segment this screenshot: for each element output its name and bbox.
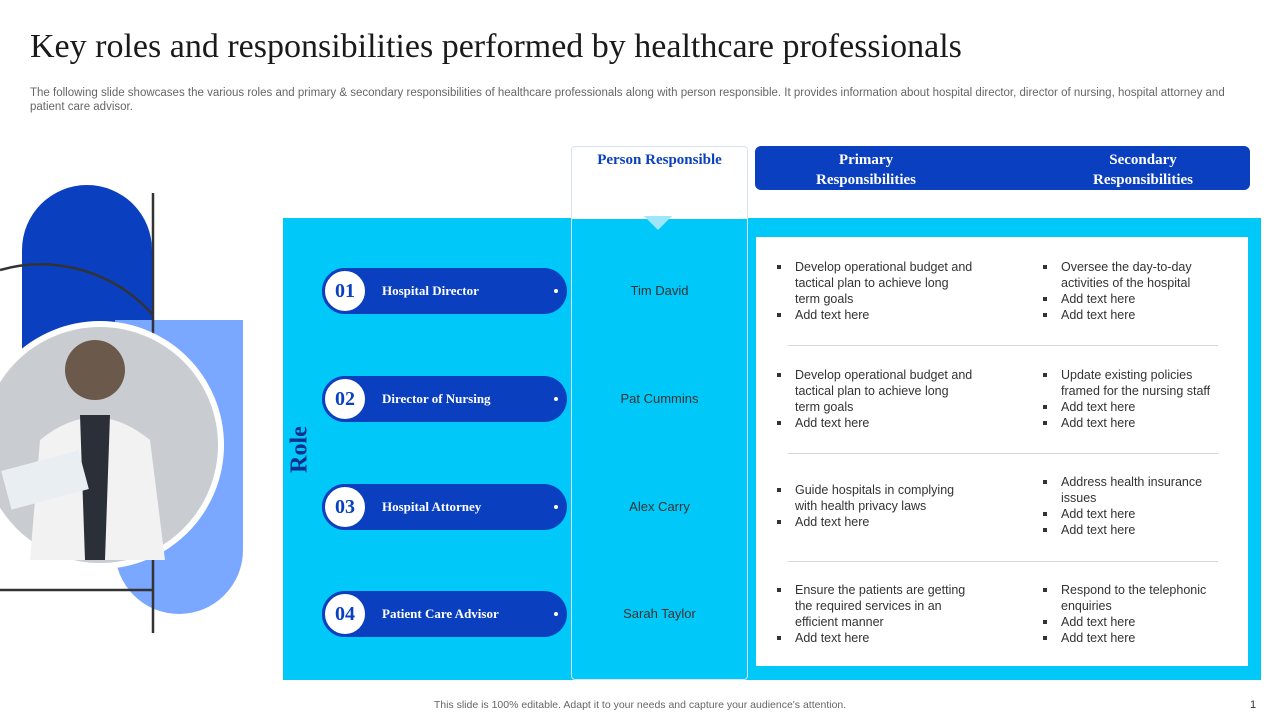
- bullet: Add text here: [1042, 291, 1227, 307]
- secondary-list: Update existing policies framed for the …: [1042, 367, 1227, 431]
- separator: [788, 561, 1218, 562]
- bullet: Add text here: [1042, 614, 1227, 630]
- person-name: Alex Carry: [629, 499, 690, 514]
- bullet: Oversee the day-to-day activities of the…: [1042, 259, 1227, 291]
- bullet: Add text here: [1042, 506, 1227, 522]
- secondary-list: Respond to the telephonic enquiries Add t…: [1042, 582, 1227, 646]
- separator: [788, 453, 1218, 454]
- primary-list: Develop operational budget and tactical …: [776, 367, 976, 431]
- bullet: Develop operational budget and tactical …: [776, 367, 976, 415]
- person-column: [571, 146, 748, 680]
- role-label: Role: [286, 426, 313, 473]
- person-header: Person Responsible: [597, 152, 722, 168]
- header-bar: [755, 146, 1250, 190]
- footer-note: This slide is 100% editable. Adapt it to…: [433, 699, 847, 711]
- title: Key roles and responsibilities performed…: [30, 28, 962, 65]
- photo-decoration: [0, 185, 243, 633]
- person-name: Pat Cummins: [620, 391, 699, 406]
- bullet: Add text here: [1042, 630, 1227, 646]
- primary-header: Primary Responsibilities: [815, 152, 917, 188]
- subtitle: The following slide showcases the variou…: [30, 87, 1225, 113]
- bullet: Develop operational budget and tactical …: [776, 259, 976, 307]
- role-number: 02: [322, 376, 368, 422]
- primary-list: Guide hospitals in complying with health…: [776, 482, 976, 530]
- role-number: 03: [322, 484, 368, 530]
- person-name: Sarah Taylor: [623, 606, 696, 621]
- role-number: 01: [322, 268, 368, 314]
- bullet: Respond to the telephonic enquiries: [1042, 582, 1227, 614]
- bullet: Add text here: [1042, 522, 1227, 538]
- secondary-header: Secondary Responsibilities: [1092, 152, 1194, 188]
- bullet: Add text here: [1042, 415, 1227, 431]
- bullet: Add text here: [776, 307, 976, 323]
- bullet: Add text here: [776, 630, 976, 646]
- person-name: Tim David: [630, 283, 689, 298]
- bullet: Add text here: [1042, 307, 1227, 323]
- responsibility-box: [756, 237, 1248, 666]
- pointer: [644, 216, 672, 230]
- bullet: Address health insurance issues: [1042, 474, 1227, 506]
- role-number: 04: [322, 591, 368, 637]
- primary-list: Develop operational budget and tactical …: [776, 259, 976, 323]
- page-number: 1: [1250, 699, 1257, 711]
- bullet: Add text here: [776, 415, 976, 431]
- separator: [788, 345, 1218, 346]
- bullet: Add text here: [1042, 399, 1227, 415]
- primary-list: Ensure the patients are getting the requ…: [776, 582, 976, 646]
- bullet: Guide hospitals in complying with health…: [776, 482, 976, 514]
- bullet: Ensure the patients are getting the requ…: [776, 582, 976, 630]
- bullet: Add text here: [776, 514, 976, 530]
- secondary-list: Oversee the day-to-day activities of the…: [1042, 259, 1227, 323]
- secondary-list: Address health insurance issues Add text …: [1042, 474, 1227, 538]
- bullet: Update existing policies framed for the …: [1042, 367, 1227, 399]
